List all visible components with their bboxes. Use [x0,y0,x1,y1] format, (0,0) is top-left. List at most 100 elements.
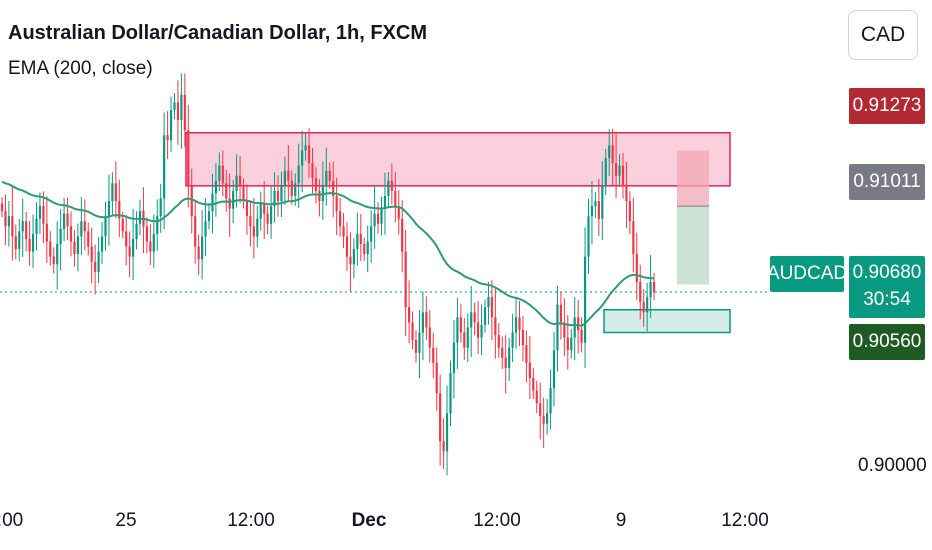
candle-body [597,201,600,219]
candle-body [573,317,576,338]
candle-body [635,254,638,282]
candle-body [66,213,69,227]
candle-body [114,183,117,202]
candle-body [183,94,186,131]
indicator-legend[interactable]: EMA (200, close) [8,58,153,79]
candle-body [615,163,618,176]
candle-body [156,216,159,234]
candle-body [318,190,321,202]
ema-line [1,180,655,327]
candle-body [73,241,76,255]
candle-body [270,206,273,224]
candle-body [328,170,331,181]
candle-body [273,190,276,207]
candle-body [456,317,459,343]
candle-body [280,185,283,202]
candle-body [356,233,359,250]
candle-body [232,190,235,209]
candle-body [69,226,73,242]
candle-body [218,165,221,181]
last-price-tag: 0.90680 30:54 [849,256,925,318]
candle-body [552,350,556,389]
candle-body [349,256,352,265]
position-target-area [677,206,709,285]
candle-body [201,236,204,260]
candle-body [504,357,507,368]
candle-body [387,180,390,196]
candle-body [332,180,335,196]
candle-body [611,145,614,164]
candle-body [508,347,511,368]
candle-body [169,110,173,141]
candle-body [511,332,514,348]
support-price-tag: 0.90560 [849,324,925,360]
time-tick-label: 12:00 [473,510,521,531]
candle-body [559,304,562,323]
candle-body [314,178,318,191]
currency-button[interactable]: CAD [848,10,918,60]
candle-body [373,213,376,227]
candle-body [366,241,369,255]
time-tick-label: 25 [115,510,137,531]
candle-body [494,317,497,336]
time-tick-label: Dec [351,510,387,531]
candle-body [194,216,197,247]
candle-body [435,362,438,394]
candle-body [235,175,238,191]
candle-body [249,216,252,227]
candle-body [445,413,449,452]
candle-body [342,226,345,237]
candle-body [408,307,411,323]
candle-body [11,216,14,237]
candle-body [83,221,86,232]
candle-body [107,201,111,217]
candle-body [18,231,21,250]
candle-body [76,236,79,255]
candle-body [335,195,338,212]
target-price-tag: 0.91011 [849,164,925,200]
candle-body [225,183,228,199]
candle-body [618,165,621,176]
candle-body [376,213,380,224]
candle-body [632,221,635,255]
candle-body [135,223,138,239]
candle-body [549,388,552,414]
candle-body [0,203,4,212]
candle-body [283,170,286,186]
candle-body [604,158,607,186]
candle-body [214,180,217,194]
candle-body [52,256,55,265]
candle-body [401,218,404,252]
candle-body [207,211,211,222]
candle-body [290,180,293,196]
candle-body [352,249,355,265]
candle-body [514,317,518,333]
candle-body [187,130,190,186]
candle-body [266,213,269,224]
candle-body [256,218,259,237]
candle-body [646,297,649,313]
candle-body [390,180,393,191]
candle-body [252,226,255,237]
bar-countdown: 30:54 [863,289,911,310]
candle-body [287,170,290,181]
candle-body [428,327,431,348]
candle-body [442,441,445,452]
candle-body [563,322,566,338]
candle-body [152,233,155,252]
candle-body [4,211,7,227]
candle-body [21,221,24,232]
candle-body [276,190,280,202]
candle-body [383,195,387,209]
candle-body [159,198,162,217]
candle-body [518,317,521,330]
candle-body [490,297,493,318]
candle-body [452,342,456,373]
candle-body [411,322,414,341]
candle-body [138,211,142,224]
candle-body [242,185,245,202]
candle-body [25,221,28,239]
candle-body [652,281,656,293]
candle-body [394,190,397,207]
